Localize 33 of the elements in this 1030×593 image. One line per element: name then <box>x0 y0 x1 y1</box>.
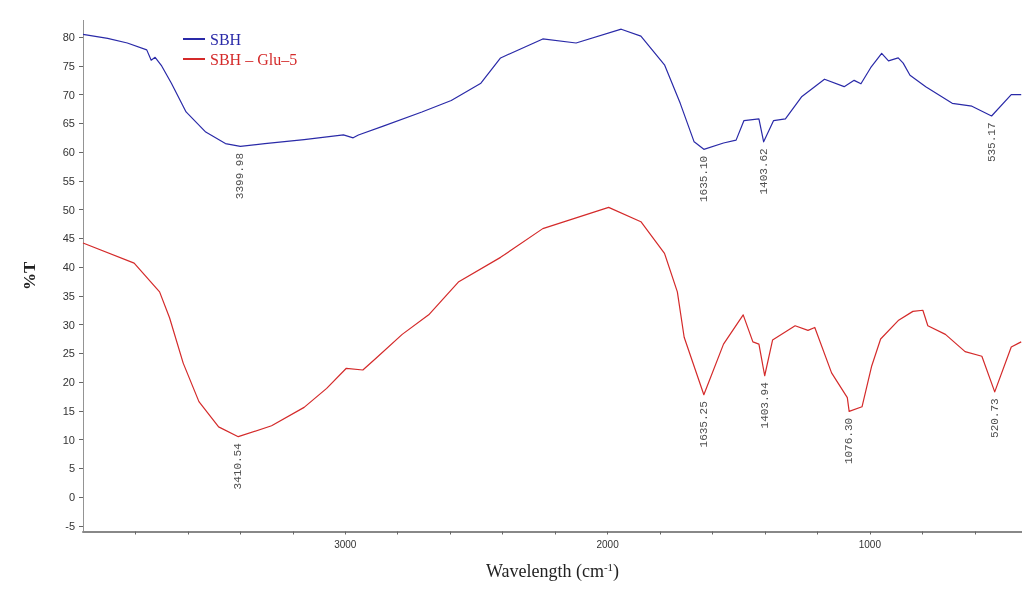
y-tick-label: 50 <box>62 203 75 216</box>
y-tick-label: 30 <box>62 318 75 331</box>
annotation: 3399.98 <box>234 152 247 200</box>
legend-label: SBH – Glu–5 <box>210 50 298 68</box>
y-tick-label: 60 <box>62 146 75 159</box>
y-axis-title: %T <box>20 260 39 290</box>
y-tick-label: 55 <box>62 174 75 187</box>
y-tick-label: 80 <box>62 31 75 44</box>
y-tick-label: 0 <box>68 491 75 504</box>
annotation: 1635.25 <box>697 401 710 448</box>
y-tick-label: 15 <box>62 404 75 417</box>
annotation: 1076.30 <box>843 417 856 465</box>
y-tick-label: 5 <box>68 462 75 475</box>
y-tick-label: -5 <box>65 519 75 532</box>
annotation: 535.17 <box>985 122 998 163</box>
y-tick-label: 65 <box>62 117 75 130</box>
y-tick-label: 10 <box>62 433 75 446</box>
x-tick-label: 1000 <box>858 539 882 550</box>
y-tick-label: 35 <box>62 289 75 302</box>
x-tick-label: 2000 <box>596 539 620 550</box>
y-tick-label: 40 <box>62 261 75 274</box>
legend-label: SBH <box>210 30 242 48</box>
annotation: 1403.94 <box>758 381 771 429</box>
annotation: 3410.54 <box>232 442 245 490</box>
y-tick-label: 70 <box>62 88 75 101</box>
annotation: 1403.62 <box>757 148 770 195</box>
y-tick-label: 45 <box>62 232 75 245</box>
annotation: 1635.10 <box>697 155 710 203</box>
y-tick-label: 20 <box>62 376 75 389</box>
x-tick-label: 3000 <box>334 539 357 550</box>
y-tick-label: 75 <box>62 59 75 72</box>
y-tick-label: 25 <box>62 347 75 360</box>
annotation: 520.73 <box>988 398 1001 438</box>
